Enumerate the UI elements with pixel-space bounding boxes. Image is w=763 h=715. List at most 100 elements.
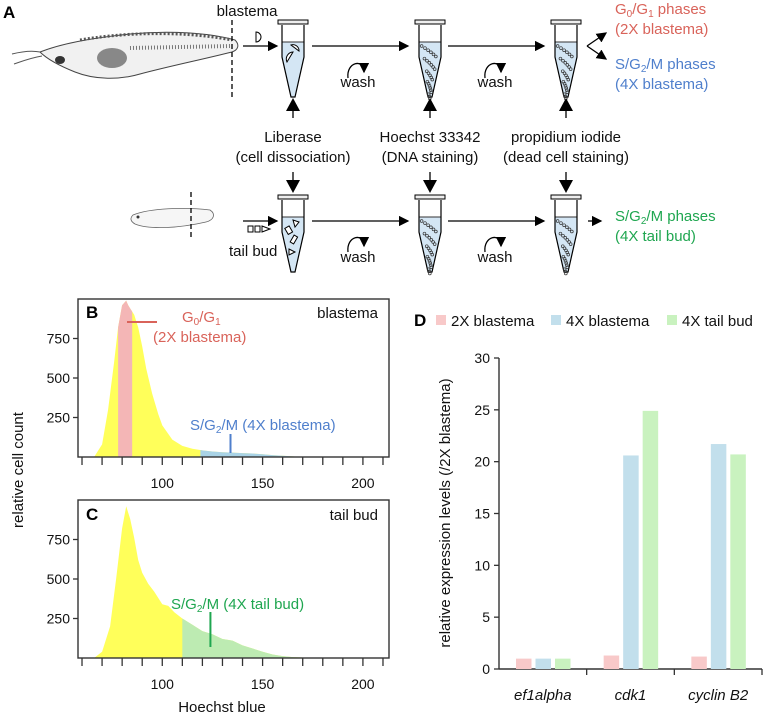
histogram-area [94,300,303,457]
tailbud-piece-icon [261,225,272,233]
legend-label: 4X tail bud [682,313,753,330]
wash-arrow-icon [347,236,370,253]
tube-liquid [419,42,441,97]
tube-liquid [555,42,577,97]
cell-icon [563,94,567,99]
tube-cap [414,19,446,25]
cell-icon [563,61,568,65]
x-tick-label: 200 [351,676,375,692]
cell-icon [429,50,433,55]
y-tick-label: 10 [474,557,490,573]
bar-cdk1-4x-blastema [623,455,639,669]
cell-icon [425,244,429,248]
tube-cap [550,19,582,25]
cell-icon [422,231,427,236]
wash-label: wash [339,249,375,266]
cell-icon [566,77,570,82]
tube [550,194,582,276]
tissue-piece-icon [289,234,299,245]
legend-label: 2X blastema [451,313,535,330]
bar-cyclin-b2-2x-blastema [691,656,707,669]
cell-icon [430,77,434,82]
svg-text:(2X blastema): (2X blastema) [615,21,708,38]
arrow-to-g0g1 [586,32,608,47]
cell-icon [431,227,436,232]
svg-text:(4X blastema): (4X blastema) [615,76,708,93]
tube [550,19,582,101]
y-tick-label: 750 [47,532,71,548]
svg-text:S/G2/M phases: S/G2/M phases [615,56,716,75]
category-label: ef1alpha [514,687,572,704]
tailbud-piece-icon [247,225,254,233]
arrow-up-icon [423,98,437,111]
cell-icon [429,88,433,92]
category-label: cyclin B2 [688,687,749,704]
y-tick-label: 250 [47,611,71,627]
tube-cap [414,194,446,200]
cell-icon [423,221,427,225]
cell-icon [562,267,567,272]
cell-icon [429,263,433,267]
cell-icon [419,219,424,223]
cell-icon [419,44,424,48]
sg2m-blastema-annotation: S/G2/M (4X blastema) [190,417,336,436]
histogram-tail-bud: C tail bud S/G2/M (4X tail bud) 100 150 20… [47,499,390,692]
cell-icon [565,225,569,230]
panel-a: A blastema tail bud wash wash wash wash Lib… [3,1,716,276]
bar-cyclin-b2-4x-blastema [710,444,727,669]
cell-icon [427,259,432,263]
x-tick-label: 150 [251,676,275,692]
cell-icon [561,233,565,238]
y-tick-label: 15 [474,506,490,522]
bar-ef1alpha-2x-blastema [516,658,532,669]
cell-icon [565,238,570,242]
tube [414,194,446,276]
gated-region-1 [200,450,303,457]
y-tick-label: 750 [47,331,71,347]
histogram-area [94,506,363,658]
cell-icon [565,90,570,94]
cell-icon [566,252,570,257]
bar-ef1alpha-4x-tail-bud [555,658,571,669]
bar-ef1alpha-4x-blastema [535,658,551,669]
tail-bud-label: tail bud [229,243,277,260]
panel-b-letter: B [86,303,98,322]
blastema-label: blastema [217,3,279,20]
cell-icon [432,242,437,246]
tissue-piece-icon [292,219,300,229]
histogram-title: blastema [317,305,379,322]
tube-liquid [555,217,577,272]
cell-icon [570,229,574,234]
tube-cap [277,194,309,200]
cell-icon [568,242,573,246]
cell-icon [559,46,563,50]
arrow-to-sg2m [586,45,608,60]
histogram-blastema: B blastema G0/G1 (2X blastema) S/G2/M (4… [47,298,390,491]
cell-icon [425,69,429,73]
workflow-diagram: wash wash wash wash [243,19,608,276]
output-sg2m-blastema: S/G2/M phases (4X blastema) [615,56,716,93]
svg-text:G0/G1: G0/G1 [182,309,221,328]
bar-cdk1-2x-blastema [603,655,620,669]
tube [277,194,309,273]
cell-icon [558,231,563,236]
svg-text:G0/G1 phases: G0/G1 phases [615,1,706,20]
wash-label: wash [476,249,512,266]
cell-icon [564,271,568,276]
tissue-piece-icon [285,51,294,64]
svg-text:S/G2/M (4X blastema): S/G2/M (4X blastema) [190,417,336,436]
cell-icon [427,61,432,65]
cell-icon [428,271,432,276]
tube [414,19,446,101]
gated-region-0 [118,300,133,457]
cell-icon [429,225,433,230]
y-tick-label: 30 [474,350,490,366]
panel-c-letter: C [86,505,98,524]
svg-text:(2X blastema): (2X blastema) [153,329,246,346]
wash-arrow-icon [484,62,507,79]
cell-icon [567,52,572,57]
bar-cdk1-4x-tail-bud [642,410,659,669]
svg-text:(4X tail bud): (4X tail bud) [615,228,696,245]
cell-icon [428,86,432,90]
wash-label: wash [476,74,512,91]
